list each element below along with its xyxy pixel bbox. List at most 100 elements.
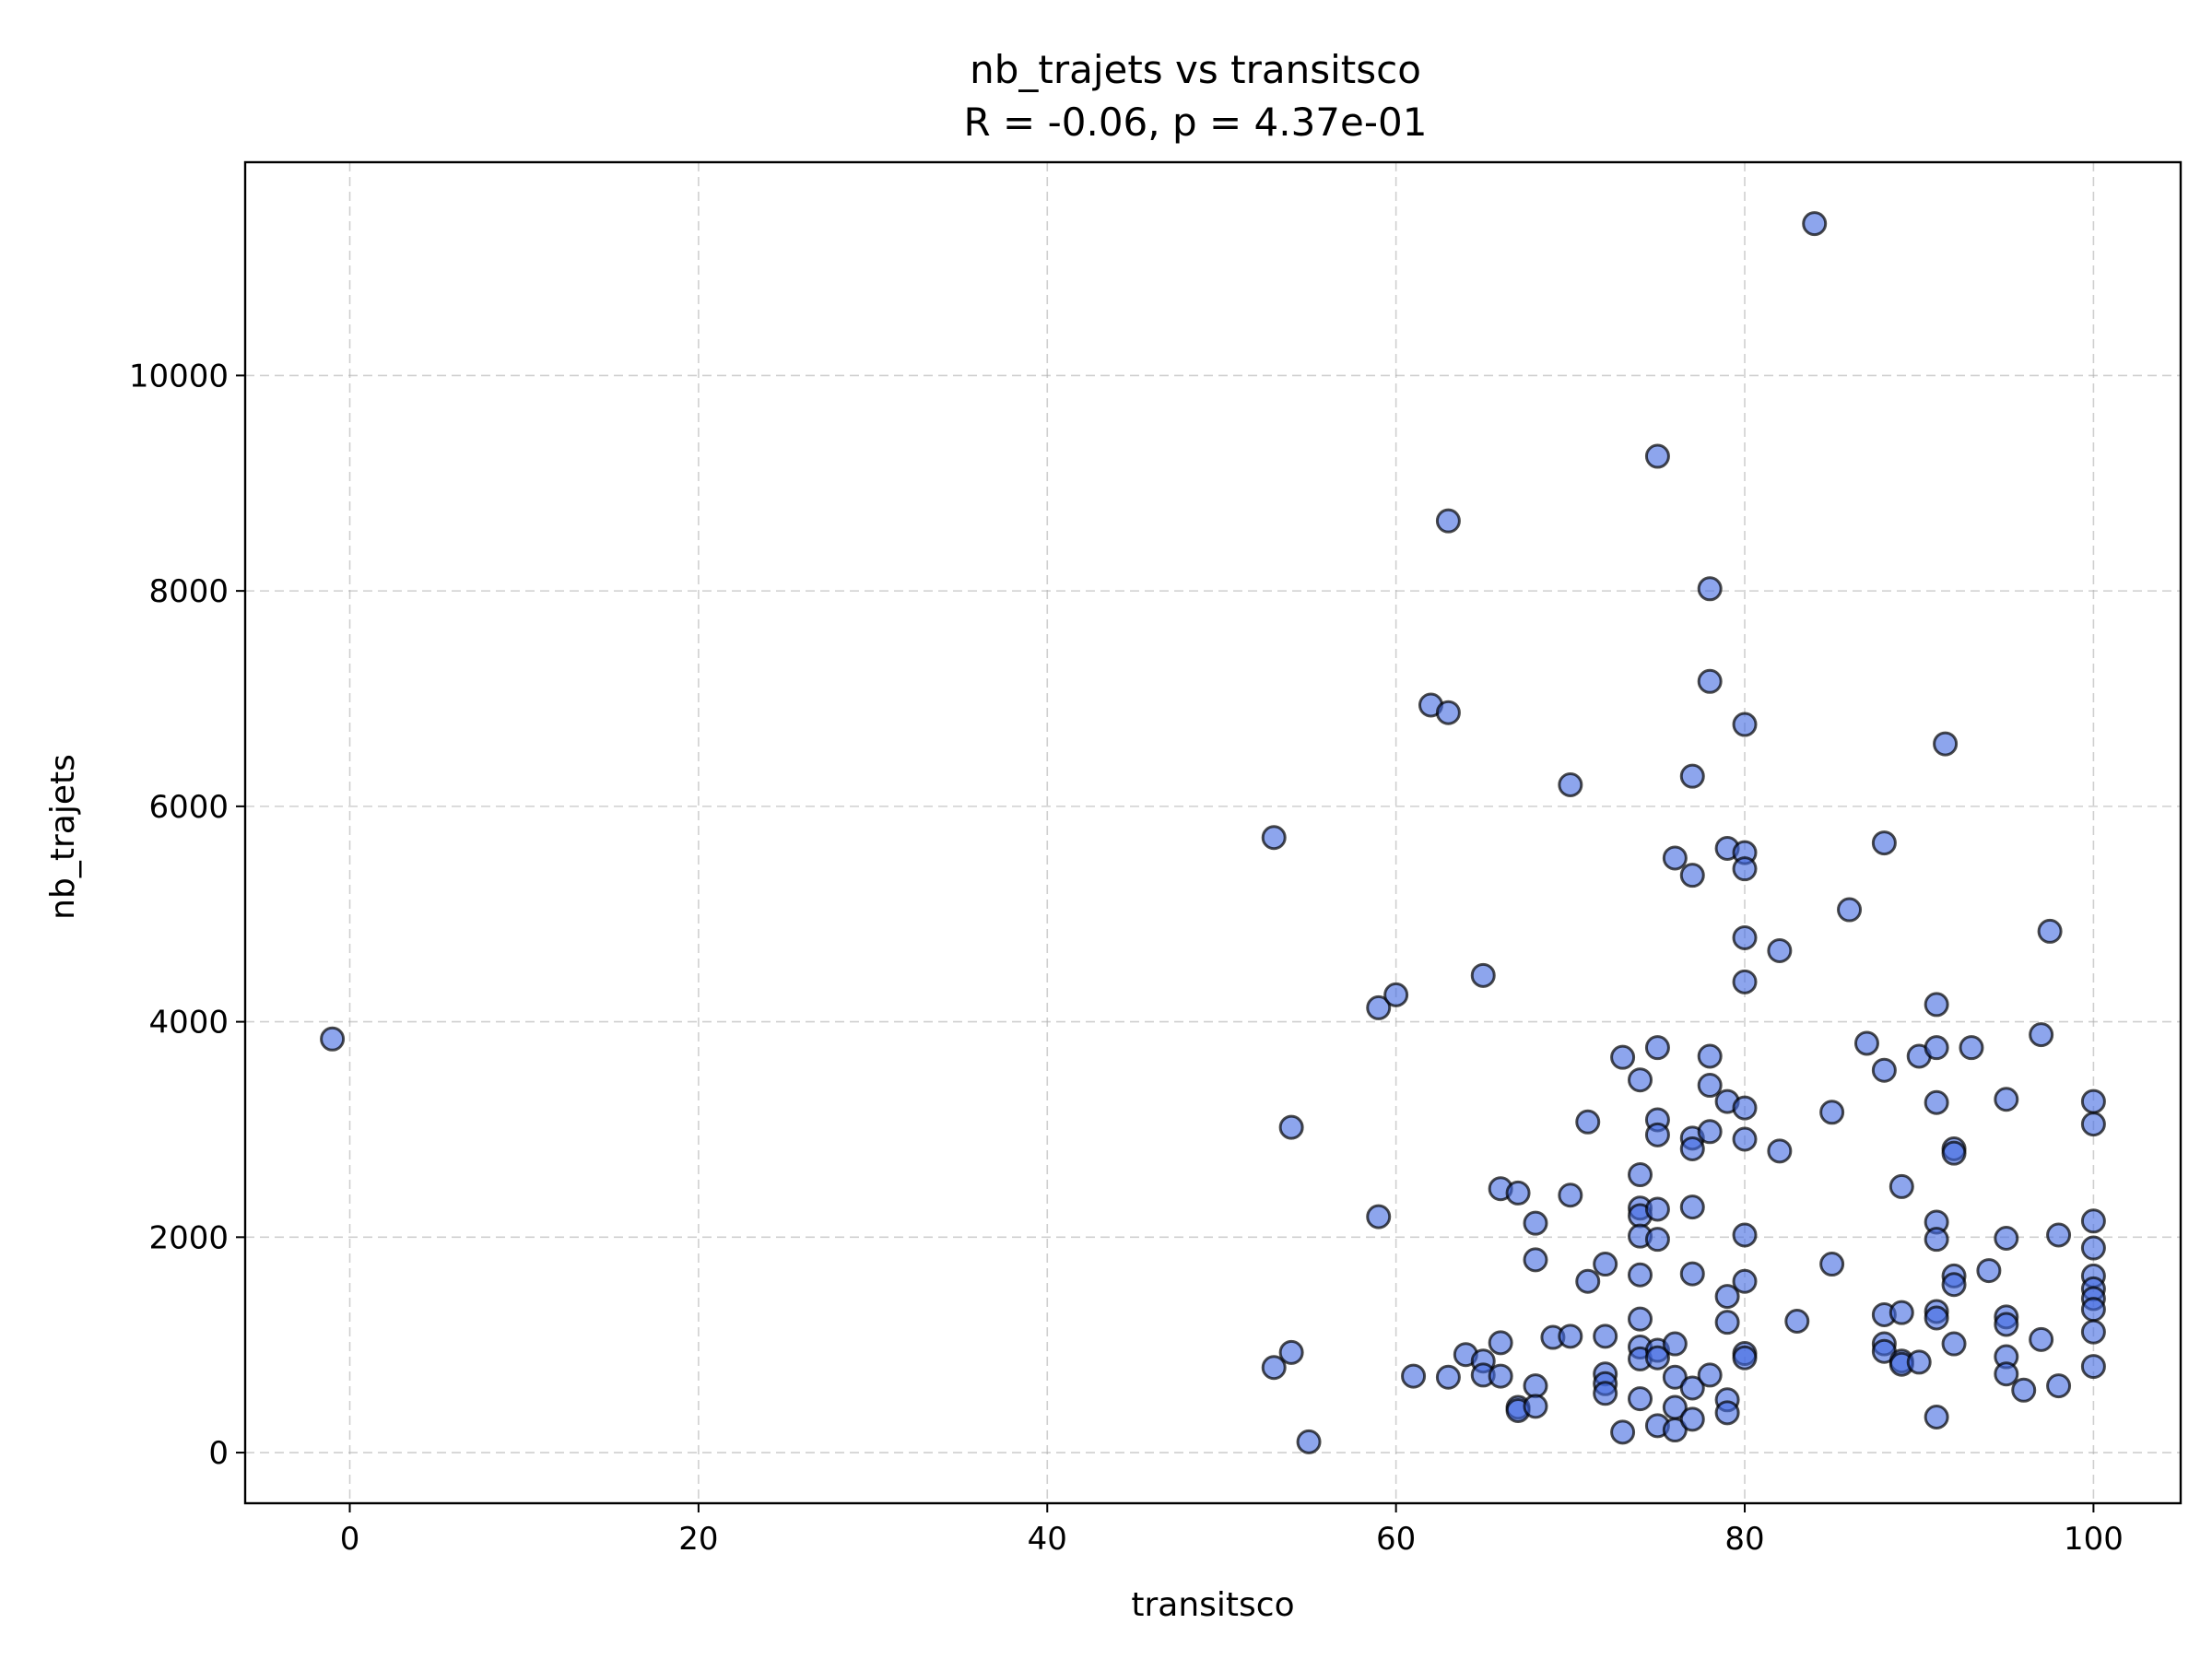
data-point [1941, 1140, 1967, 1166]
data-point [1644, 1345, 1670, 1371]
data-point [1278, 1339, 1304, 1365]
data-point [1278, 1114, 1304, 1140]
grid-lines [245, 162, 2181, 1503]
data-point [1644, 1122, 1670, 1147]
data-point [1488, 1330, 1513, 1356]
data-point [1888, 1300, 1914, 1325]
data-point [2080, 1208, 2106, 1234]
data-point [1558, 771, 1583, 797]
x-tick-label: 0 [340, 1521, 360, 1558]
data-point [1558, 1324, 1583, 1349]
data-point [1593, 1252, 1618, 1277]
data-point [1628, 1262, 1653, 1288]
data-point [1819, 1100, 1845, 1125]
data-point [1994, 1312, 2019, 1337]
data-point [1644, 443, 1670, 469]
x-tick-label: 20 [678, 1521, 718, 1558]
data-point [2080, 1354, 2106, 1380]
data-point [1628, 1162, 1653, 1188]
data-point [1732, 969, 1758, 994]
data-point [1435, 1364, 1461, 1390]
data-point [2046, 1373, 2072, 1399]
data-point [2080, 1235, 2106, 1261]
data-point [1435, 700, 1461, 725]
data-point [1644, 1227, 1670, 1253]
data-point [1732, 1095, 1758, 1121]
data-point [1435, 508, 1461, 534]
data-point [1871, 1057, 1897, 1083]
data-point [2029, 1326, 2054, 1352]
data-point [1924, 992, 1949, 1018]
data-point [2046, 1222, 2072, 1248]
data-point [1679, 863, 1705, 888]
data-point [1819, 1252, 1845, 1277]
y-tick-label: 4000 [148, 1005, 229, 1041]
data-point [1784, 1308, 1810, 1334]
data-point [1924, 1089, 1949, 1115]
x-axis-label: transitsco [1131, 1586, 1294, 1624]
data-point [1366, 994, 1392, 1020]
data-point [1767, 937, 1793, 963]
data-point [1732, 712, 1758, 737]
data-point [1853, 1030, 1879, 1056]
data-point [1871, 830, 1897, 856]
data-point [1628, 1306, 1653, 1332]
data-point [1575, 1109, 1601, 1135]
y-tick-label: 0 [208, 1435, 229, 1472]
data-point [1679, 1194, 1705, 1220]
data-point [1714, 1310, 1740, 1335]
data-point [1994, 1087, 2019, 1112]
data-point [1679, 1136, 1705, 1162]
data-point [1714, 1400, 1740, 1426]
data-point [1523, 1373, 1548, 1399]
data-point [1610, 1044, 1636, 1070]
data-point [1924, 1305, 1949, 1331]
x-tick-label: 100 [2064, 1521, 2124, 1558]
y-tick-label: 8000 [148, 573, 229, 610]
data-point [1837, 897, 1863, 923]
x-axis-ticks: 0 20 40 60 80 100 [340, 1503, 2124, 1558]
data-point [1697, 1119, 1723, 1145]
data-point [1941, 1331, 1967, 1357]
data-point [1941, 1272, 1967, 1298]
data-point [1767, 1138, 1793, 1164]
data-point [1488, 1363, 1513, 1389]
data-point [1802, 211, 1828, 237]
data-point [1593, 1381, 1618, 1406]
data-point [1523, 1247, 1548, 1273]
data-point [1679, 1375, 1705, 1401]
data-point [1697, 1362, 1723, 1388]
data-point [1662, 1418, 1688, 1443]
data-point [2037, 918, 2063, 944]
chart-subtitle: R = -0.06, p = 4.37e-01 [964, 100, 1428, 145]
data-point [1523, 1394, 1548, 1419]
data-point [2080, 1297, 2106, 1323]
data-point [1933, 731, 1959, 757]
data-point [1662, 1364, 1688, 1390]
data-point [1697, 1043, 1723, 1069]
data-points [320, 211, 2106, 1454]
data-point [1732, 1345, 1758, 1371]
y-axis-ticks: 0 2000 4000 6000 8000 10000 [129, 358, 245, 1472]
data-point [1714, 1284, 1740, 1310]
data-point [1383, 982, 1409, 1007]
y-tick-label: 6000 [148, 789, 229, 826]
data-point [1732, 856, 1758, 882]
x-tick-label: 40 [1028, 1521, 1067, 1558]
data-point [1888, 1173, 1914, 1199]
data-point [2080, 1319, 2106, 1345]
data-point [1644, 1196, 1670, 1222]
data-point [1994, 1361, 2019, 1387]
data-point [1628, 1386, 1653, 1412]
data-point [1679, 1406, 1705, 1432]
data-point [1593, 1324, 1618, 1349]
data-point [1976, 1258, 2002, 1284]
data-point [1959, 1035, 1984, 1061]
data-point [2080, 1088, 2106, 1114]
x-tick-label: 60 [1376, 1521, 1416, 1558]
y-tick-label: 10000 [129, 358, 229, 394]
data-point [1732, 1126, 1758, 1152]
data-point [1575, 1268, 1601, 1294]
data-point [1261, 825, 1287, 851]
